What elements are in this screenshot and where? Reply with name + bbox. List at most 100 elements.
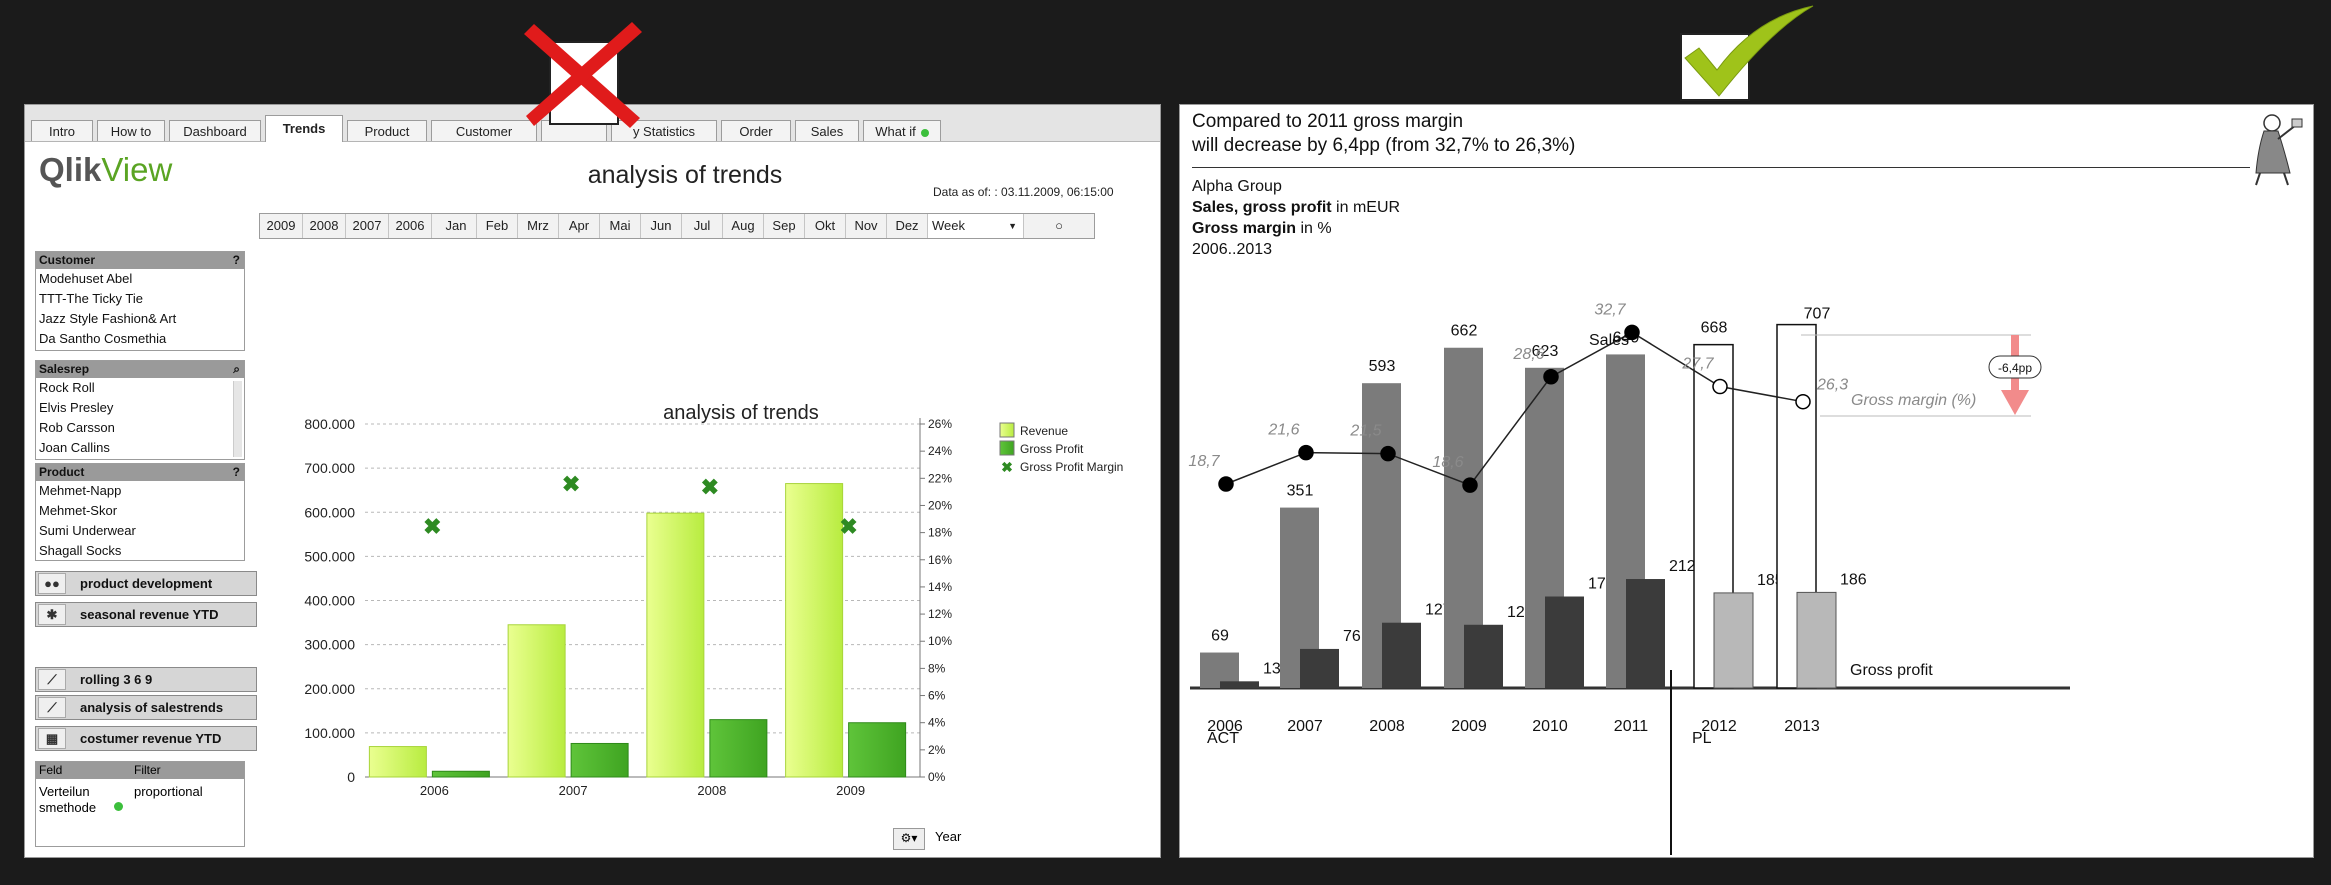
list-item[interactable]: Da Santho Cosmethia xyxy=(39,331,167,346)
gross-profit-bar xyxy=(1626,579,1665,688)
list-item[interactable]: Rob Carsson xyxy=(39,420,115,435)
list-item[interactable]: Modehuset Abel xyxy=(39,271,133,286)
filter-month-jan[interactable]: Jan xyxy=(436,214,477,238)
gross-margin-value-label: 21,6 xyxy=(1267,422,1299,439)
measure-line-2: Gross margin in % xyxy=(1192,220,1332,237)
y2-tick-label: 18% xyxy=(928,526,952,540)
gross-margin-point xyxy=(1218,476,1234,492)
y2-tick-label: 26% xyxy=(928,417,952,431)
filter-month-jun[interactable]: Jun xyxy=(641,214,682,238)
listbox-header: Product? xyxy=(36,464,244,481)
y2-tick-label: 20% xyxy=(928,498,952,512)
tab-what-if[interactable]: What if xyxy=(863,120,941,141)
y2-tick-label: 12% xyxy=(928,607,952,621)
x-tick-label: 2011 xyxy=(1614,718,1649,735)
sheet-button-rolling-3-6-9[interactable]: ⟋ rolling 3 6 9 xyxy=(35,667,257,692)
gross-profit-bar xyxy=(1545,596,1584,688)
tab-product[interactable]: Product xyxy=(347,120,427,141)
listbox-salesrep: Salesrep ⌕ Rock Roll Elvis Presley Rob Carss… xyxy=(35,360,245,460)
x-axis-title: Year xyxy=(935,829,962,844)
filter-month-mrz[interactable]: Mrz xyxy=(518,214,559,238)
filter-year-2008[interactable]: 2008 xyxy=(303,214,346,238)
filter-month-mai[interactable]: Mai xyxy=(600,214,641,238)
wrong-cross-icon xyxy=(524,22,642,128)
x-tick-label: 2007 xyxy=(1287,718,1323,735)
filter-year-2007[interactable]: 2007 xyxy=(346,214,389,238)
sheet-button-seasonal-revenue-ytd[interactable]: ✱ seasonal revenue YTD xyxy=(35,602,257,627)
help-icon[interactable]: ? xyxy=(232,465,240,479)
y-tick-label: 600.000 xyxy=(304,504,355,520)
gross-profit-bar xyxy=(570,742,629,778)
sheet-button-costumer-revenue-ytd[interactable]: ▦ costumer revenue YTD xyxy=(35,726,257,751)
filter-month-apr[interactable]: Apr xyxy=(559,214,600,238)
filter-month-jul[interactable]: Jul xyxy=(682,214,723,238)
x-tick-label: 2007 xyxy=(559,783,588,798)
scrollbar[interactable] xyxy=(233,381,242,457)
y2-tick-label: 2% xyxy=(928,743,946,757)
gross-margin-line xyxy=(1225,331,1804,486)
feld-value: Verteilun smethode xyxy=(39,784,97,815)
gross-profit-bar xyxy=(1796,591,1837,689)
filter-month-sep[interactable]: Sep xyxy=(764,214,805,238)
y-tick-label: 400.000 xyxy=(304,593,355,609)
gross-profit-bar xyxy=(1464,624,1503,688)
period-label: 2006..2013 xyxy=(1192,241,1273,258)
tab-customer[interactable]: Customer xyxy=(431,120,537,141)
chevron-down-icon: ▼ xyxy=(1008,221,1017,231)
y2-tick-label: 0% xyxy=(928,770,946,784)
y2-tick-label: 4% xyxy=(928,716,946,730)
y-tick-label: 100.000 xyxy=(304,725,355,741)
list-item[interactable]: Sumi Underwear xyxy=(39,523,136,538)
filter-month-feb[interactable]: Feb xyxy=(477,214,518,238)
tab-how-to[interactable]: How to xyxy=(97,120,165,141)
chart-title: analysis of trends xyxy=(663,402,819,424)
filter-month-okt[interactable]: Okt xyxy=(805,214,846,238)
filter-year-2006[interactable]: 2006 xyxy=(389,214,432,238)
tab-dashboard[interactable]: Dashboard xyxy=(169,120,261,141)
tab-y-statistics[interactable]: y Statistics xyxy=(611,120,717,141)
listbox-product: Product? Mehmet-Napp Mehmet-Skor Sumi Under… xyxy=(35,463,245,561)
legend-label: Revenue xyxy=(1020,424,1068,438)
gross-margin-marker: ✖ xyxy=(562,472,580,497)
filter-year-2009[interactable]: 2009 xyxy=(260,214,303,238)
act-label: ACT xyxy=(1207,730,1239,747)
gross-margin-value-label: 21,5 xyxy=(1349,423,1381,440)
sheet-button-product-development[interactable]: ●● product development xyxy=(35,571,257,596)
gross-margin-point xyxy=(1380,445,1396,462)
status-dot-icon xyxy=(920,128,929,137)
chart-menu-icon[interactable]: ⚙▾ xyxy=(893,828,925,850)
filter-month-nov[interactable]: Nov xyxy=(846,214,887,238)
filter-month-aug[interactable]: Aug xyxy=(723,214,764,238)
gross-profit-value-label: 76 xyxy=(1343,628,1361,645)
trends-chart: analysis of trends 0 100.000 200.000 300.000… xyxy=(304,402,1123,798)
help-icon[interactable]: ? xyxy=(232,253,240,267)
legend-label: Gross Profit xyxy=(1020,442,1084,456)
pl-label: PL xyxy=(1692,730,1712,747)
sheet-button-analysis-of-salestrends[interactable]: ⟋ analysis of salestrends xyxy=(35,695,257,720)
tab-sales[interactable]: Sales xyxy=(795,120,859,141)
list-item[interactable]: Elvis Presley xyxy=(39,400,114,415)
list-item[interactable]: Shagall Socks xyxy=(39,543,122,558)
table-grid-icon: ▦ xyxy=(38,728,66,749)
filter-month-dez[interactable]: Dez xyxy=(887,214,928,238)
revenue-bar xyxy=(646,512,705,778)
tab-intro[interactable]: Intro xyxy=(31,120,93,141)
list-item[interactable]: Joan Callins xyxy=(39,440,110,455)
gross-profit-bar xyxy=(1220,681,1259,688)
list-item[interactable]: Mehmet-Skor xyxy=(39,503,118,518)
clear-filter-icon[interactable]: ○ xyxy=(1055,218,1063,233)
list-item[interactable]: TTT-The Ticky Tie xyxy=(39,291,144,306)
list-item[interactable]: Rock Roll xyxy=(39,380,95,395)
list-item[interactable]: Jazz Style Fashion& Art xyxy=(39,311,177,326)
week-dropdown[interactable]: Week ▼ xyxy=(928,214,1024,238)
x-tick-label: 2006 xyxy=(420,783,449,798)
tab-trends[interactable]: Trends xyxy=(265,115,343,142)
tab-order[interactable]: Order xyxy=(721,120,791,141)
search-icon[interactable]: ⌕ xyxy=(233,362,240,376)
sales-value-label: 707 xyxy=(1804,306,1831,323)
mascot-icon xyxy=(2255,114,2303,186)
legend-swatch xyxy=(999,422,1015,438)
qlikview-panel: Intro How to Dashboard Trends Product Custome… xyxy=(24,104,1161,858)
list-item[interactable]: Mehmet-Napp xyxy=(39,483,122,498)
gross-margin-marker: ✖ xyxy=(701,474,719,499)
